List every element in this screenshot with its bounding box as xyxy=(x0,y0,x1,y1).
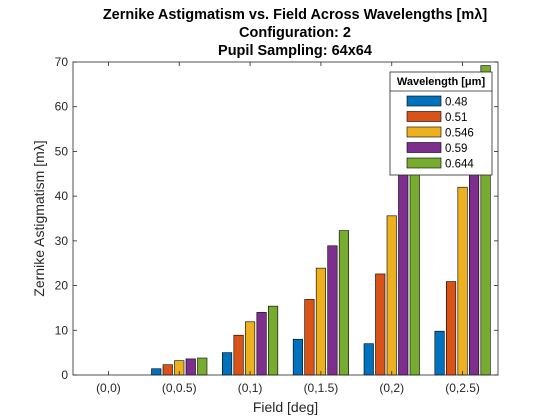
chart-subtitle-configuration: Configuration: 2 xyxy=(239,25,351,41)
plot-box xyxy=(72,61,499,376)
legend-swatch-0.644 xyxy=(406,157,442,169)
legend: Wavelength [μm] 0.48 0.51 0.546 0.59 0.644 xyxy=(389,71,493,176)
bar-0.546-(0,1.5) xyxy=(315,267,326,376)
y-tick-label: 30 xyxy=(55,234,69,248)
y-axis-ticks: 0 10 20 30 40 50 60 70 xyxy=(55,55,498,382)
bar-0.546-(0,1) xyxy=(245,321,256,376)
legend-swatch-0.546 xyxy=(406,126,442,138)
bar-0.644-(0,1.5) xyxy=(338,230,349,376)
x-tick-label: (0,1) xyxy=(238,381,263,395)
legend-label-0.644: 0.644 xyxy=(445,159,474,171)
bar-0.51-(0,1) xyxy=(233,334,244,376)
bar-0.59-(0,1.5) xyxy=(327,245,338,376)
chart-title: Zernike Astigmatism vs. Field Across Wav… xyxy=(103,7,488,23)
legend-label-0.546: 0.546 xyxy=(445,128,474,140)
y-axis-label: Zernike Astigmatism [mλ] xyxy=(31,140,47,296)
x-tick-label: (0,1.5) xyxy=(304,381,339,395)
legend-label-0.59: 0.59 xyxy=(445,143,467,155)
legend-label-0.48: 0.48 xyxy=(445,97,467,109)
y-tick-label: 50 xyxy=(55,144,69,158)
bar-0.48-(0,1.5) xyxy=(292,338,303,376)
bar-0.59-(0,2) xyxy=(398,151,409,376)
legend-items: 0.48 0.51 0.546 0.59 0.644 xyxy=(406,95,474,171)
legend-title: Wavelength [μm] xyxy=(397,76,486,88)
bar-0.48-(0,2) xyxy=(363,343,374,376)
x-tick-label: (0,2.5) xyxy=(445,381,480,395)
bar-0.51-(0,2) xyxy=(375,273,386,376)
bar-0.51-(0,1.5) xyxy=(304,299,315,376)
bar-0.48-(0,2.5) xyxy=(434,330,445,376)
y-tick-label: 60 xyxy=(55,100,69,114)
y-tick-label: 70 xyxy=(55,55,69,69)
legend-swatch-0.48 xyxy=(406,95,442,107)
bar-0.59-(0,0.5) xyxy=(185,358,196,376)
y-tick-label: 0 xyxy=(61,368,68,382)
bar-0.51-(0,0.5) xyxy=(162,364,173,376)
y-tick-label: 40 xyxy=(55,189,69,203)
x-tick-label: (0,0.5) xyxy=(162,381,197,395)
y-tick-label: 10 xyxy=(55,323,69,337)
bar-0.48-(0,1) xyxy=(222,352,233,376)
x-tick-label: (0,2) xyxy=(379,381,404,395)
x-axis-label: Field [deg] xyxy=(253,399,318,415)
bar-0.59-(0,1) xyxy=(256,312,267,376)
chart-subtitle-pupil-sampling: Pupil Sampling: 64x64 xyxy=(218,43,372,59)
legend-swatch-0.51 xyxy=(406,111,442,122)
y-tick-label: 20 xyxy=(55,279,69,293)
bar-0.644-(0,1) xyxy=(268,305,279,376)
bar-0.644-(0,0.5) xyxy=(197,357,208,376)
bar-0.546-(0,2.5) xyxy=(457,186,468,376)
bar-0.546-(0,2) xyxy=(386,215,397,376)
bar-0.48-(0,0.5) xyxy=(151,368,162,376)
legend-swatch-0.59 xyxy=(406,142,442,153)
bar-0.51-(0,2.5) xyxy=(446,281,457,376)
x-axis-ticks: (0,0) (0,0.5) (0,1) (0,1.5) (0,2) (0,2.5) xyxy=(96,62,480,395)
x-tick-label: (0,0) xyxy=(96,381,121,395)
legend-label-0.51: 0.51 xyxy=(445,112,467,124)
